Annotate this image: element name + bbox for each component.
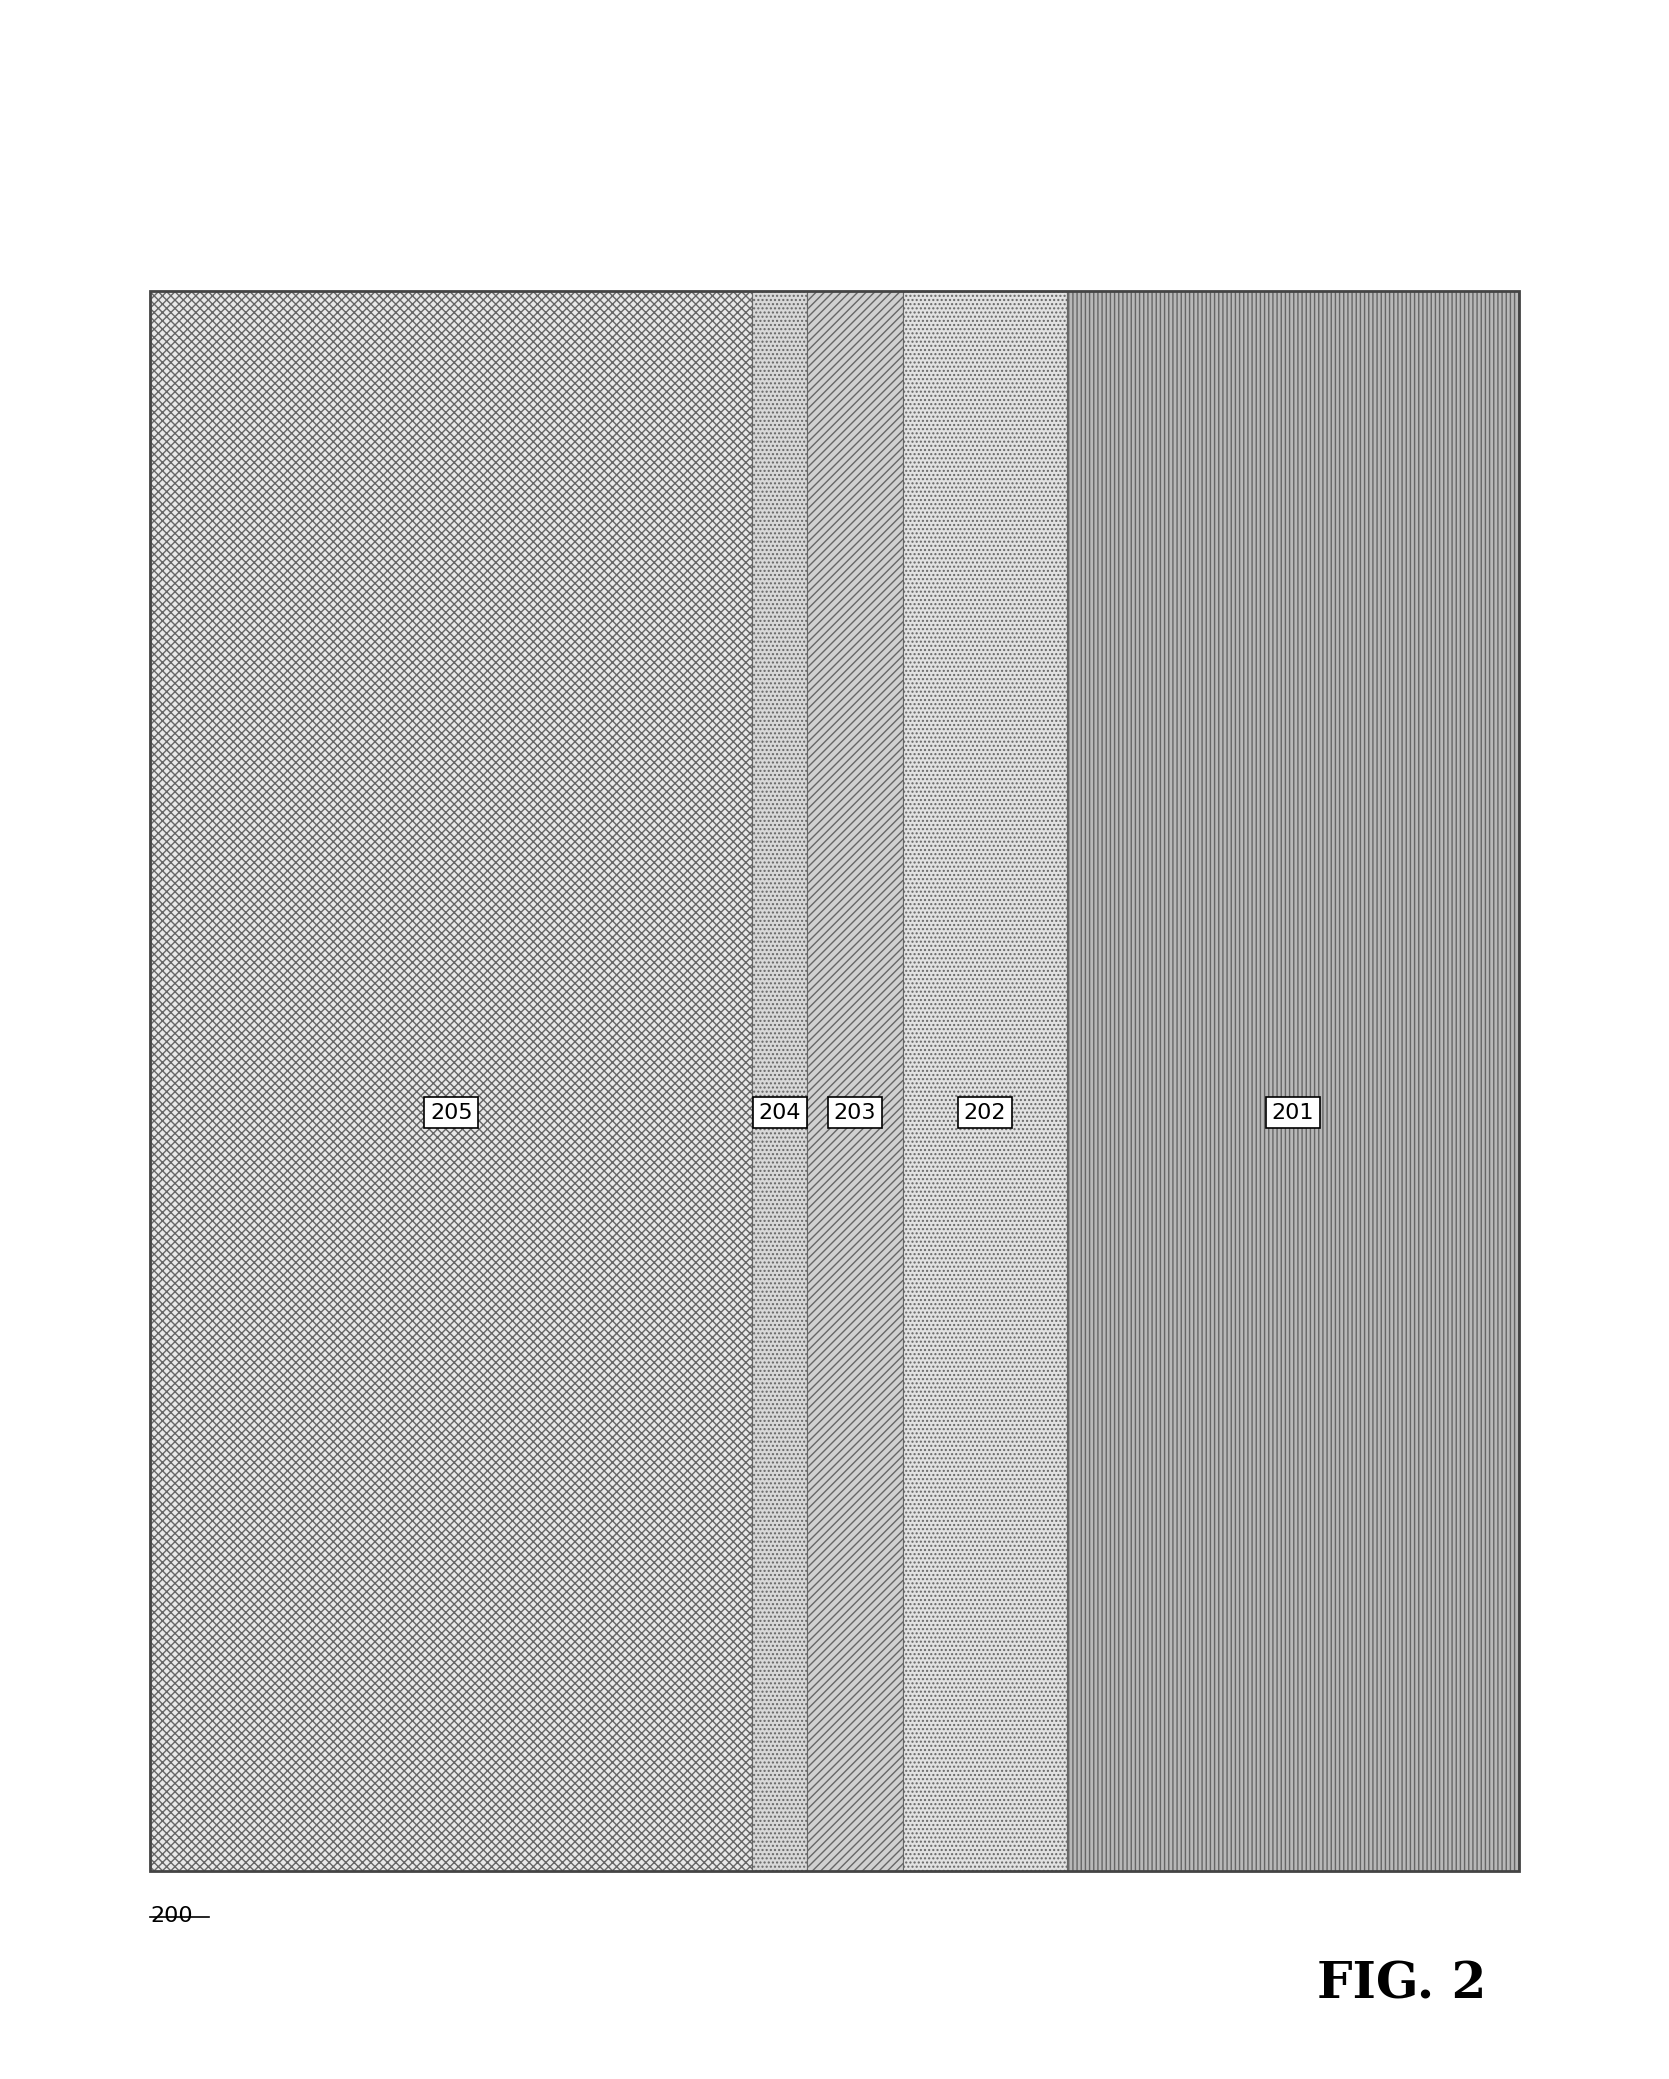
Bar [808, 291, 903, 1871]
Bar [1066, 291, 1519, 1871]
Text: 205: 205 [431, 1102, 472, 1123]
Bar [150, 291, 1519, 1871]
Text: 204: 204 [758, 1102, 801, 1123]
Text: 203: 203 [834, 1102, 876, 1123]
Bar [150, 291, 1519, 1871]
Text: FIG. 2: FIG. 2 [1317, 1960, 1487, 2010]
Bar [903, 291, 1066, 1871]
Text: 202: 202 [963, 1102, 1006, 1123]
Text: 201: 201 [1272, 1102, 1314, 1123]
Text: 200: 200 [150, 1906, 194, 1927]
Bar [753, 291, 808, 1871]
Bar [150, 291, 753, 1871]
